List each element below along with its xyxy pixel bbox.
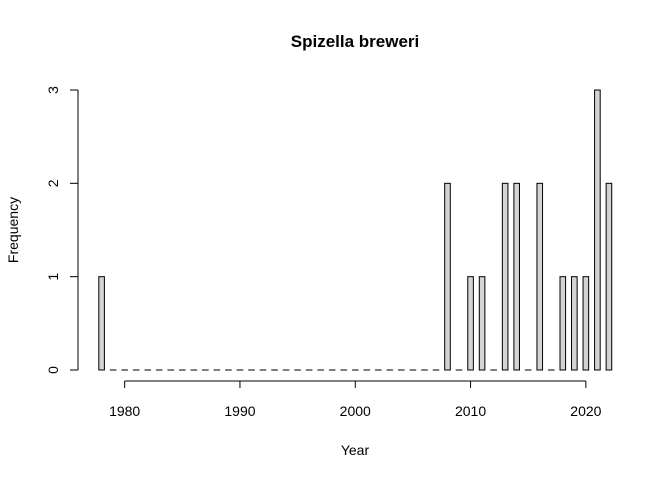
bar-1978 <box>98 276 105 371</box>
bar-2014 <box>513 182 520 371</box>
y-tick-label-2: 2 <box>45 179 61 187</box>
x-tick-label-1990: 1990 <box>224 403 255 419</box>
bars-group <box>98 89 613 371</box>
x-tick-label-2020: 2020 <box>570 403 601 419</box>
bar-2008 <box>444 182 451 371</box>
bar-2016 <box>536 182 544 371</box>
y-tick-label-3: 3 <box>45 86 61 94</box>
bar-2021 <box>594 89 601 371</box>
bar-2013 <box>501 182 509 371</box>
x-tick-label-2010: 2010 <box>455 403 486 419</box>
y-axis: 0 1 2 3 <box>45 86 79 374</box>
bar-2018 <box>559 276 567 371</box>
bar-2011 <box>478 276 486 371</box>
x-tick-label-1980: 1980 <box>109 403 140 419</box>
y-axis-label: Frequency <box>5 197 21 263</box>
x-axis-label: Year <box>341 442 370 458</box>
x-axis: 1980 1990 2000 2010 2020 <box>109 380 602 419</box>
y-tick-label-0: 0 <box>45 366 61 374</box>
x-tick-label-2000: 2000 <box>340 403 371 419</box>
bar-2019 <box>571 276 578 371</box>
y-tick-label-1: 1 <box>45 273 61 281</box>
chart-title: Spizella breweri <box>291 32 420 51</box>
bar-2010 <box>467 276 474 371</box>
bar-2020 <box>582 276 590 371</box>
bar-2022 <box>605 182 613 371</box>
